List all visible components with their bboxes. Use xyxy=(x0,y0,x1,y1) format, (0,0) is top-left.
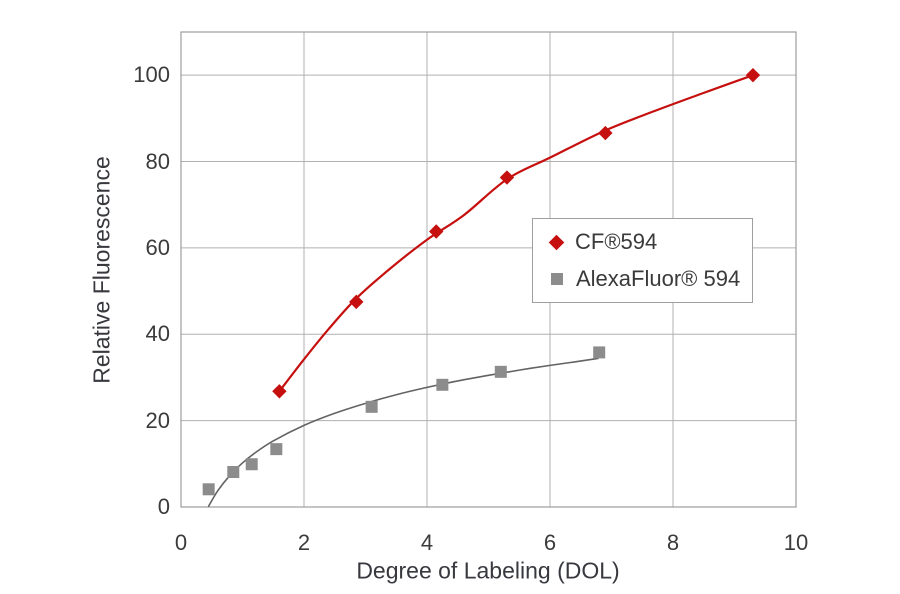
x-tick-label: 10 xyxy=(783,530,809,555)
y-axis-title: Relative Fluorescence xyxy=(88,156,115,384)
y-tick-label: 100 xyxy=(133,62,170,88)
data-point-diamond xyxy=(349,294,364,310)
alexafluor594-square-icon xyxy=(551,272,563,285)
data-point-square xyxy=(270,443,283,456)
legend-item-alexafluor594: AlexaFluor® 594 xyxy=(551,266,752,292)
plot-border xyxy=(180,31,797,508)
x-tick-label: 8 xyxy=(666,530,680,555)
y-tick-label: 80 xyxy=(145,148,170,174)
data-point-diamond xyxy=(429,224,444,239)
y-tick-label: 60 xyxy=(145,234,170,260)
data-point-diamond xyxy=(272,384,287,399)
x-tick-label: 0 xyxy=(174,530,188,555)
x-axis-title: Degree of Labeling (DOL) xyxy=(356,557,620,584)
data-point-square xyxy=(227,466,240,479)
data-point-square xyxy=(202,483,215,496)
data-point-square xyxy=(245,458,258,471)
data-point-square xyxy=(365,400,378,413)
legend-item-cf594: CF®594 xyxy=(548,229,752,255)
y-tick-label: 20 xyxy=(145,407,170,433)
data-point-diamond xyxy=(598,125,613,141)
x-tick-label: 6 xyxy=(543,530,557,555)
data-point-square xyxy=(494,365,507,378)
trend-line-alexafluor594 xyxy=(207,357,599,507)
data-point-diamond xyxy=(499,170,515,185)
data-point-diamond xyxy=(745,67,761,83)
cf594-diamond-icon xyxy=(548,234,565,251)
trend-line-cf594 xyxy=(278,74,755,393)
legend-label-cf594: CF®594 xyxy=(575,229,658,255)
y-tick-label: 40 xyxy=(145,321,170,347)
x-tick-label: 4 xyxy=(420,530,434,555)
legend-label-alexafluor594: AlexaFluor® 594 xyxy=(576,265,741,291)
y-tick-label: 0 xyxy=(157,494,170,519)
x-tick-label: 2 xyxy=(297,530,311,555)
data-point-square xyxy=(436,378,449,391)
data-point-square xyxy=(593,346,606,359)
legend-box: CF®594 AlexaFluor® 594 xyxy=(532,218,753,303)
